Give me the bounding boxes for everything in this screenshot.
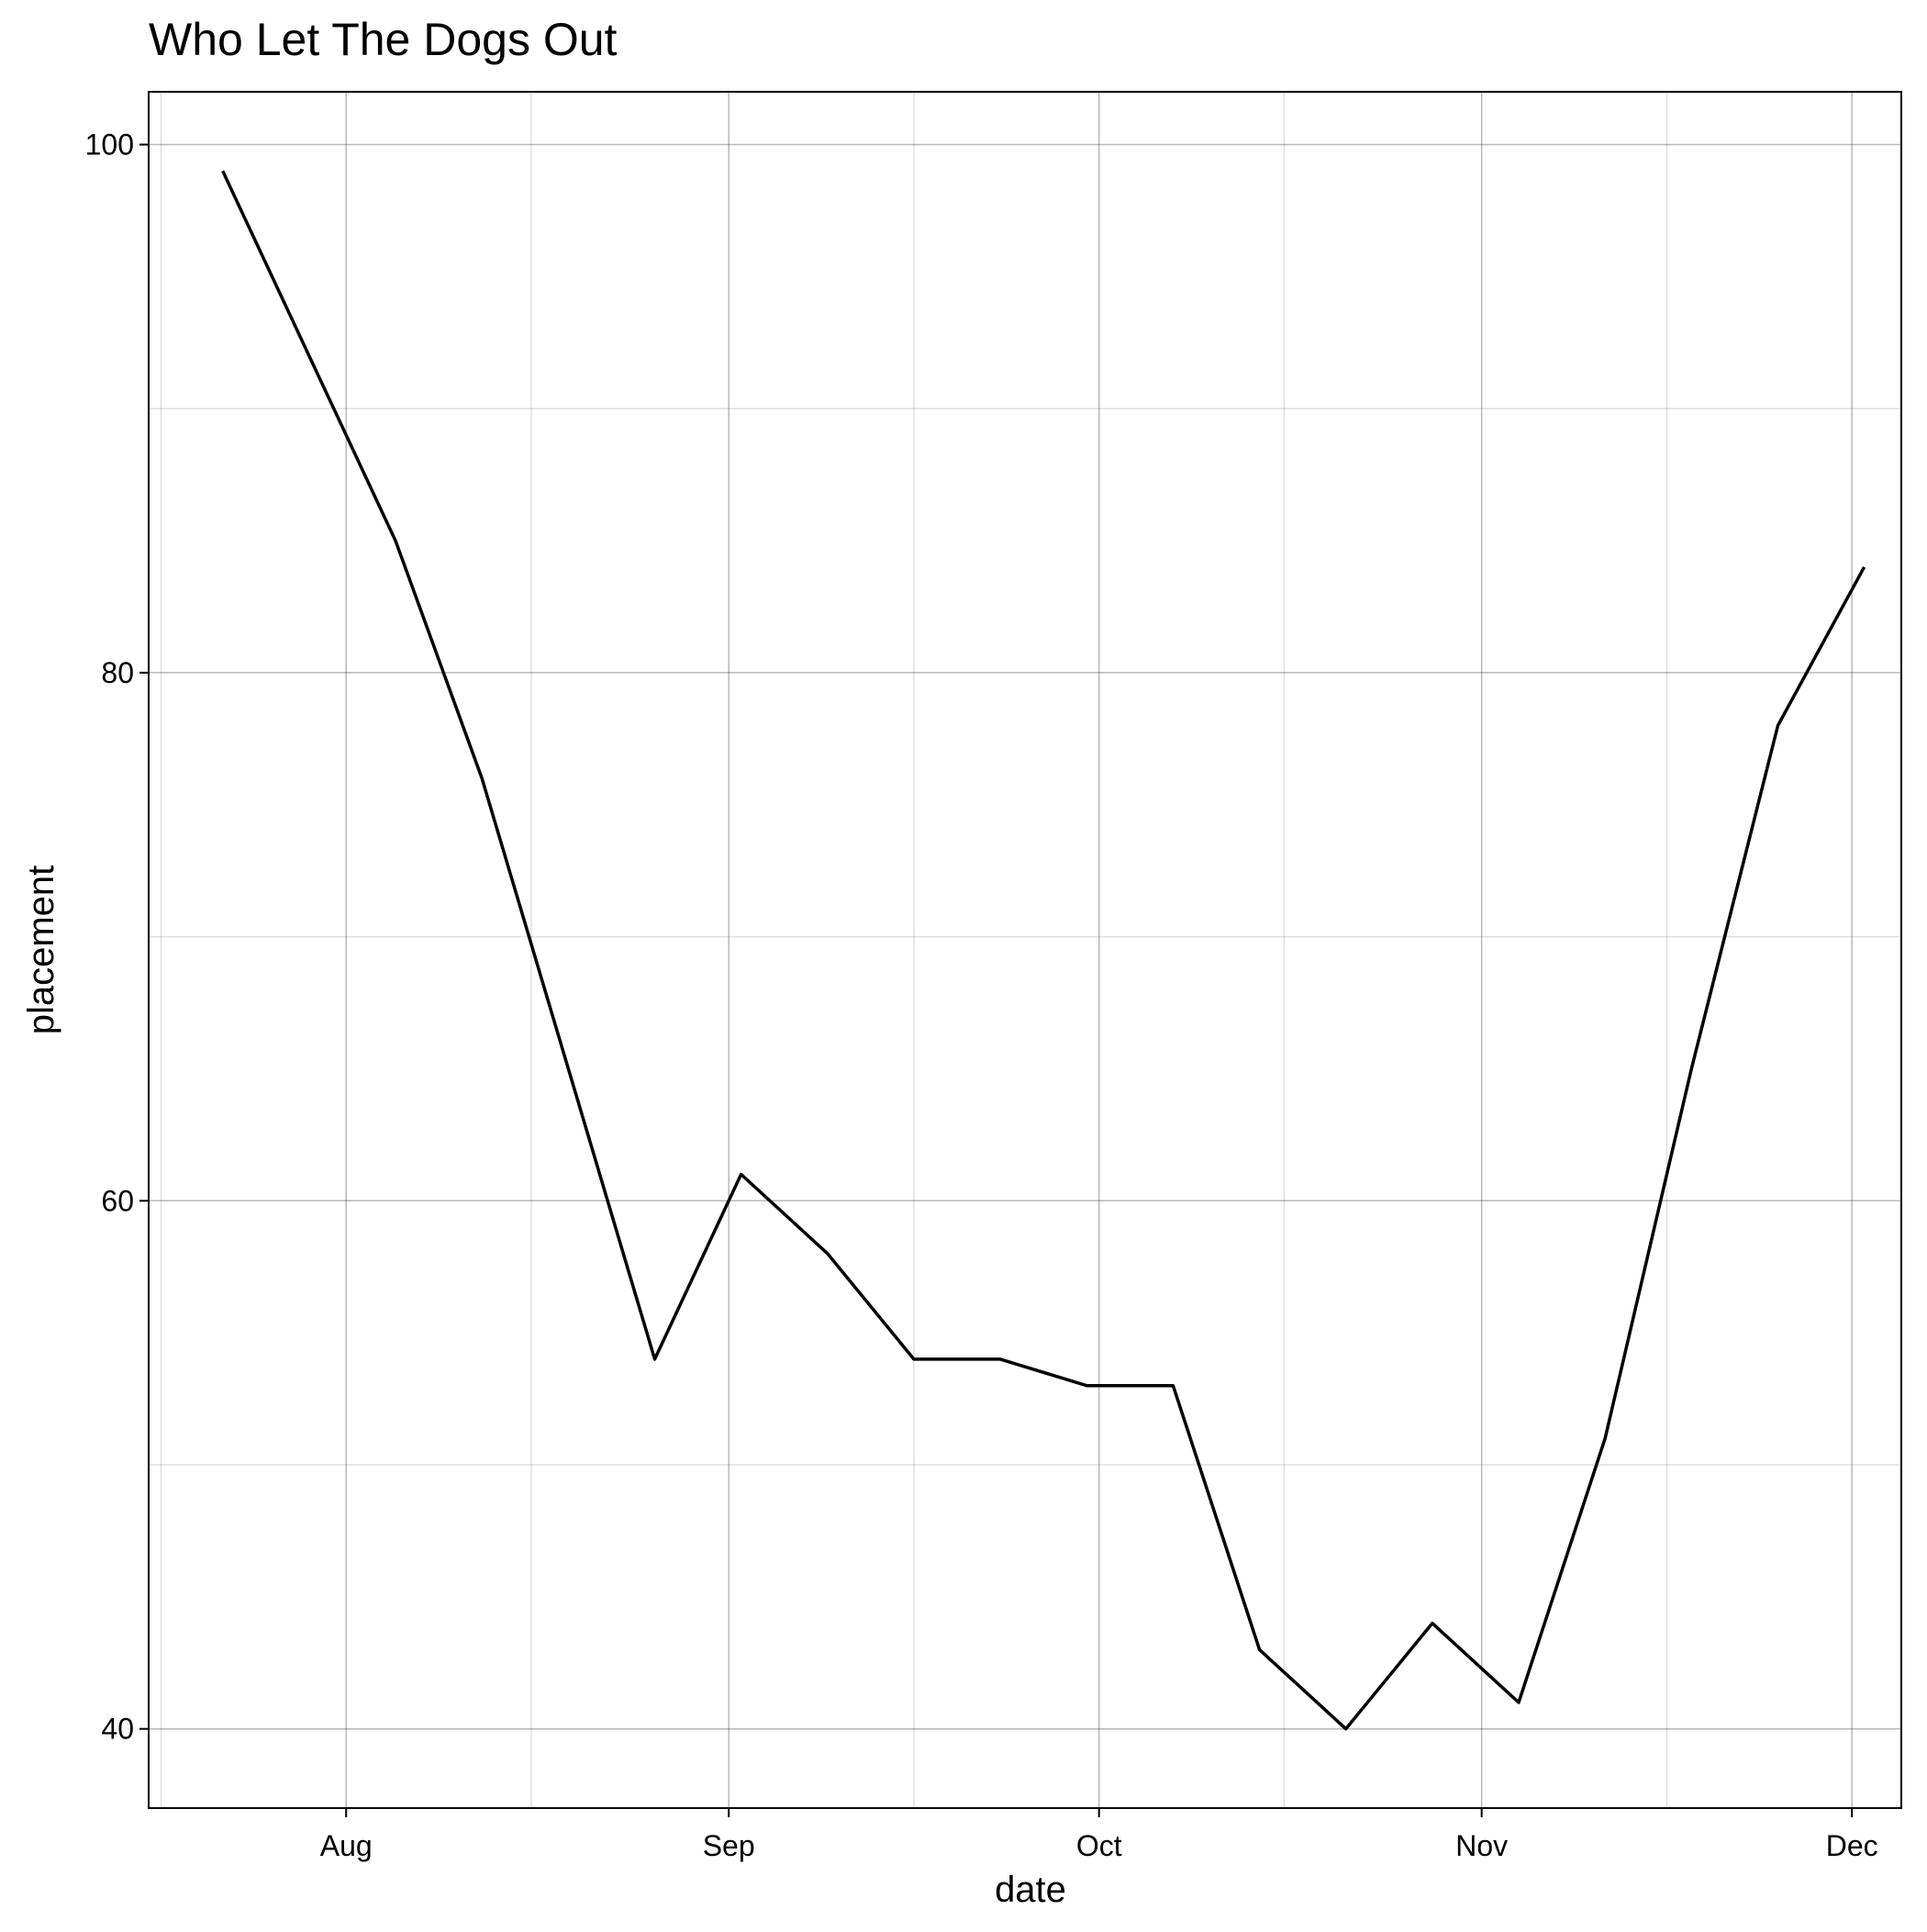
chart-title: Who Let The Dogs Out	[149, 14, 618, 65]
x-tick-label: Sep	[703, 1829, 755, 1862]
x-tick-label: Nov	[1455, 1829, 1508, 1862]
series-line	[223, 171, 1865, 1728]
x-axis: Aug Sep Oct Nov Dec	[320, 1808, 1878, 1862]
y-tick-label: 40	[101, 1713, 134, 1746]
x-tick-label: Dec	[1826, 1829, 1878, 1862]
y-axis-title: placement	[21, 865, 61, 1035]
y-tick-label: 60	[101, 1184, 134, 1217]
x-tick-label: Oct	[1076, 1829, 1122, 1862]
x-tick-label: Aug	[320, 1829, 373, 1862]
x-axis-title: date	[995, 1870, 1066, 1910]
y-axis: 40 60 80 100	[85, 128, 149, 1746]
plot-frame	[149, 92, 1901, 1808]
y-tick-label: 100	[85, 128, 134, 162]
y-tick-label: 80	[101, 656, 134, 689]
series-layer	[223, 171, 1865, 1729]
grid	[149, 92, 1901, 1808]
